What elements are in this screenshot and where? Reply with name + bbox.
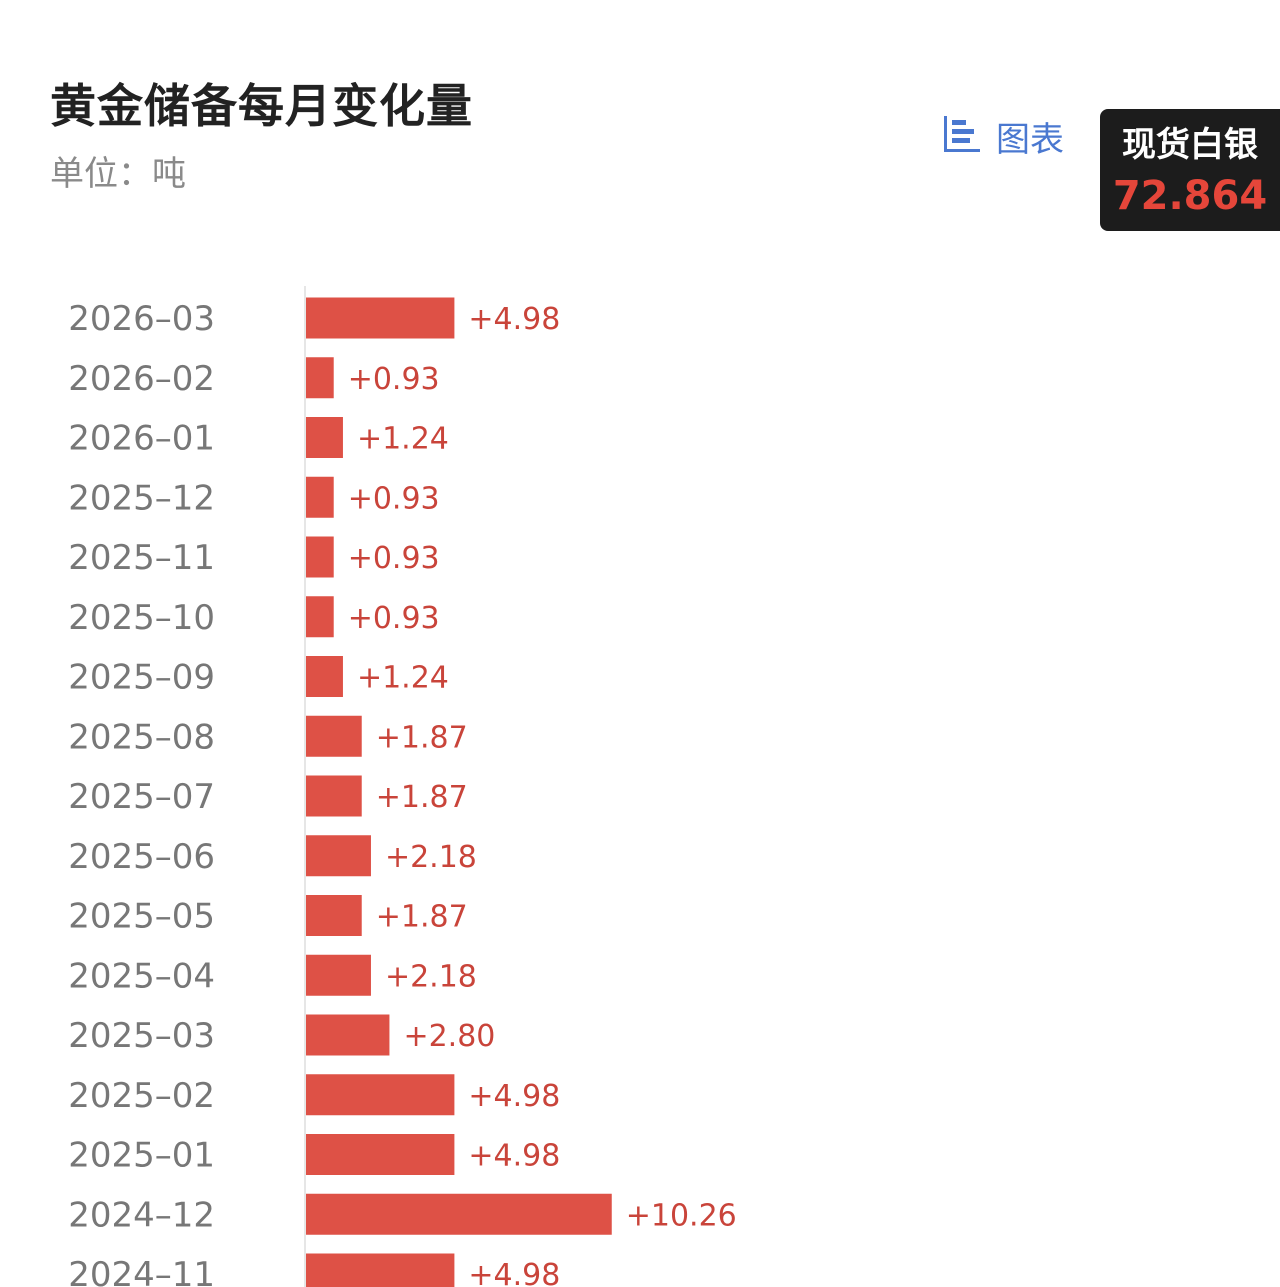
chart-view-toggle[interactable]: 图表 [942, 112, 1064, 160]
ticker-price: 72.864 [1112, 173, 1268, 219]
category-label: 2025–04 [68, 956, 215, 996]
bar[interactable] [306, 357, 334, 399]
bar[interactable] [306, 596, 334, 638]
bar[interactable] [306, 656, 343, 697]
bar-value-label: +0.93 [348, 541, 440, 576]
silver-price-ticker[interactable]: 现货白银 72.864 [1100, 109, 1280, 231]
chart-view-label: 图表 [996, 119, 1064, 160]
bar-value-label: +4.98 [468, 1139, 560, 1174]
bar[interactable] [306, 297, 455, 339]
bar[interactable] [306, 476, 334, 518]
bar[interactable] [306, 1134, 455, 1175]
bar[interactable] [306, 536, 334, 578]
category-label: 2025–11 [68, 538, 215, 578]
bar[interactable] [306, 775, 362, 817]
bar-value-label: +2.18 [385, 840, 477, 875]
category-label: 2025–08 [68, 717, 215, 757]
bar-value-label: +2.18 [385, 959, 477, 994]
category-label: 2025–12 [68, 478, 215, 518]
bar-value-label: +10.26 [626, 1198, 737, 1233]
y-axis-line [304, 286, 306, 1287]
bar-value-label: +1.24 [357, 661, 449, 696]
category-label: 2025–07 [68, 777, 215, 817]
ticker-name: 现货白银 [1122, 125, 1258, 165]
category-label: 2025–05 [68, 897, 215, 937]
bar[interactable] [306, 895, 362, 936]
bar[interactable] [306, 1193, 612, 1235]
category-label: 2026–03 [68, 299, 215, 339]
bar-value-label: +1.87 [376, 720, 468, 755]
bar-value-label: +1.87 [376, 780, 468, 815]
category-label: 2026–01 [68, 419, 215, 459]
page-title: 黄金储备每月变化量 [50, 79, 473, 133]
unit-label: 单位：吨 [50, 154, 186, 194]
category-label: 2024–11 [68, 1255, 215, 1287]
bar-value-label: +4.98 [468, 302, 560, 337]
bar[interactable] [306, 835, 371, 877]
bar-value-label: +2.80 [403, 1019, 495, 1054]
bar-value-label: +0.93 [348, 362, 440, 397]
category-label: 2024–12 [68, 1195, 215, 1235]
bar[interactable] [306, 1014, 390, 1056]
category-label: 2025–01 [68, 1136, 215, 1176]
category-label: 2025–06 [68, 837, 215, 877]
bar-value-label: +1.24 [357, 422, 449, 457]
bar[interactable] [306, 954, 371, 996]
bar[interactable] [306, 1074, 455, 1116]
category-label: 2026–02 [68, 359, 215, 399]
category-label: 2025–10 [68, 598, 215, 638]
category-label: 2025–03 [68, 1016, 215, 1056]
bar-value-label: +4.98 [468, 1258, 560, 1287]
bar-value-label: +4.98 [468, 1079, 560, 1114]
bar-value-label: +0.93 [348, 481, 440, 516]
bar-value-label: +0.93 [348, 601, 440, 636]
bar-value-label: +1.87 [376, 900, 468, 935]
bar[interactable] [306, 715, 362, 757]
bar[interactable] [306, 1253, 455, 1287]
category-label: 2025–02 [68, 1076, 215, 1116]
category-label: 2025–09 [68, 658, 215, 698]
bar-chart-icon [942, 114, 982, 158]
bar[interactable] [306, 417, 343, 458]
